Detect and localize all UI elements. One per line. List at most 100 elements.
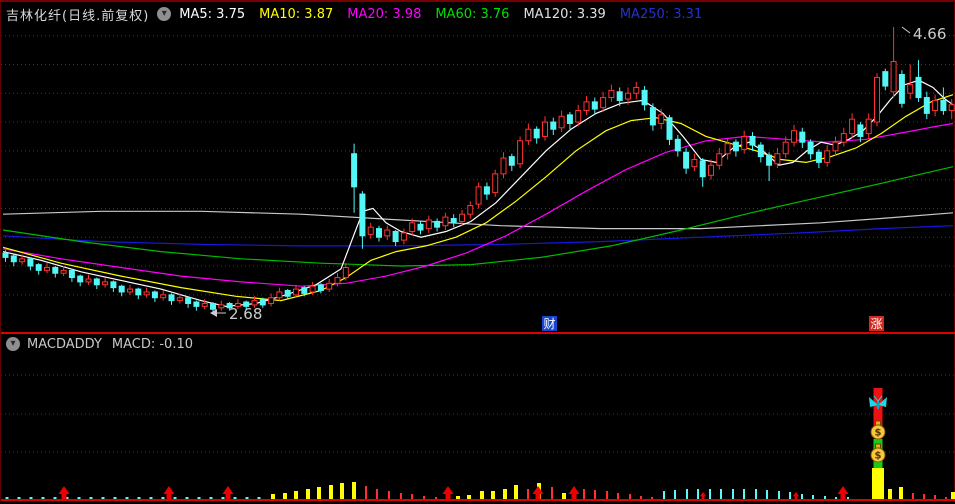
high-price-label: 4.66 xyxy=(913,25,946,43)
macd-bar xyxy=(606,491,608,499)
candle xyxy=(102,281,109,286)
macd-bar xyxy=(720,489,722,499)
macd-bar xyxy=(221,497,225,499)
svg-text:财: 财 xyxy=(543,317,555,331)
macd-bar xyxy=(435,497,437,499)
macd-bar xyxy=(888,489,892,499)
macd-bar xyxy=(491,491,495,499)
candlestick-chart[interactable]: 4.66 2.68 财 涨 xyxy=(1,24,955,335)
macd-bar xyxy=(411,494,413,499)
svg-text:$: $ xyxy=(875,451,882,462)
macd-bar xyxy=(801,494,803,499)
candle xyxy=(849,118,856,135)
macd-bar xyxy=(551,487,553,499)
candle xyxy=(882,71,889,87)
macd-bar xyxy=(271,494,275,499)
candle xyxy=(475,186,482,205)
candle xyxy=(442,216,449,227)
macd-bar xyxy=(766,490,768,499)
ma-line-ma60 xyxy=(2,166,954,267)
macd-bar xyxy=(945,497,947,499)
candle xyxy=(342,266,349,279)
macd-bar xyxy=(912,493,914,499)
ma1-readout: MA10: 3.87 xyxy=(259,6,334,22)
candle xyxy=(907,84,914,94)
candle xyxy=(367,226,374,235)
candle xyxy=(774,153,781,165)
macd-bar xyxy=(617,493,619,499)
macd-bar xyxy=(53,497,57,499)
candle xyxy=(409,222,416,232)
candle xyxy=(658,114,665,124)
macd-bar xyxy=(847,497,849,499)
candle xyxy=(940,99,947,112)
candle xyxy=(226,302,233,309)
candle xyxy=(384,229,391,237)
candle xyxy=(168,294,175,302)
chevron-down-icon[interactable]: ▾ xyxy=(6,337,20,351)
event-badge-1[interactable]: 涨 xyxy=(869,316,884,331)
chevron-down-icon[interactable]: ▾ xyxy=(157,7,172,21)
butterfly-icon xyxy=(869,395,887,413)
macd-bar xyxy=(294,491,298,499)
candle xyxy=(558,115,565,129)
macd-bar xyxy=(743,489,745,499)
candle xyxy=(52,266,59,274)
candle xyxy=(915,76,922,99)
candle xyxy=(575,110,582,123)
candle xyxy=(865,118,872,135)
macd-bar xyxy=(663,491,665,499)
candle xyxy=(832,141,839,152)
candle xyxy=(874,76,880,123)
ma-line-ma10 xyxy=(2,94,954,302)
candle xyxy=(483,186,490,195)
event-badge-0[interactable]: 财 xyxy=(542,316,557,331)
candle xyxy=(708,164,714,176)
candle xyxy=(616,91,623,101)
macd-bar xyxy=(923,494,925,499)
macd-bar xyxy=(340,483,344,499)
candle xyxy=(500,157,507,175)
up-arrow-marker xyxy=(222,486,234,499)
ma0-readout: MA5: 3.75 xyxy=(179,6,246,22)
macd-bar xyxy=(423,496,425,499)
macd-bar xyxy=(197,497,201,499)
macd-bar xyxy=(125,497,129,499)
macd-bar xyxy=(173,497,177,499)
macd-bar xyxy=(951,492,955,499)
candle xyxy=(434,220,441,228)
candle xyxy=(151,291,158,299)
macd-bar xyxy=(514,485,518,499)
candle xyxy=(782,141,789,155)
candle xyxy=(732,141,739,152)
macd-bar xyxy=(583,489,585,499)
macd-bar xyxy=(113,497,117,499)
candle xyxy=(44,266,50,271)
macd-bar xyxy=(789,492,791,499)
macd-bar xyxy=(306,489,310,499)
candle xyxy=(890,61,897,93)
candle xyxy=(699,160,706,178)
macd-bar xyxy=(503,489,507,499)
candle xyxy=(467,205,474,215)
candle xyxy=(19,258,26,263)
macd-bar xyxy=(388,491,390,499)
moneybag-icon: $ xyxy=(870,420,886,440)
signal-bar xyxy=(873,459,883,468)
candle xyxy=(766,154,773,166)
candle xyxy=(210,302,216,310)
candle xyxy=(533,128,540,139)
macd-indicator-chart[interactable]: $$ xyxy=(1,354,955,504)
macd-bar xyxy=(480,491,484,499)
candle xyxy=(840,133,847,143)
candle xyxy=(68,269,75,279)
macd-bar xyxy=(686,489,688,499)
candle xyxy=(674,138,681,152)
candle xyxy=(608,89,615,99)
candle xyxy=(459,213,465,222)
candle xyxy=(2,252,9,258)
macd-bar xyxy=(65,497,69,499)
macd-bar xyxy=(778,491,780,499)
candle xyxy=(193,301,200,307)
macd-bar xyxy=(594,490,596,499)
